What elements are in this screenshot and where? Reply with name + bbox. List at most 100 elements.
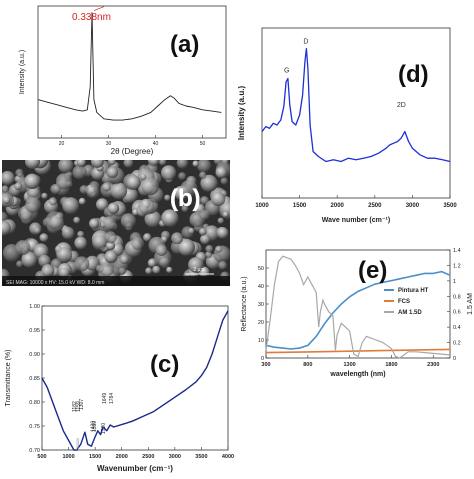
sem-particle: [41, 192, 48, 200]
raman-peak-label: 2D: [397, 102, 406, 109]
sem-particle: [48, 197, 58, 206]
y-tick-label: 1.00: [29, 304, 40, 310]
sem-footer-text: SEI MAG: 10000 x HV: 15.0 kV WD: 8.0 mm: [6, 280, 104, 286]
reflectance-y2-axis-label: 1.5 AM: [467, 293, 474, 315]
sem-particle: [41, 264, 55, 278]
sem-particle: [77, 230, 85, 238]
sem-particle: [2, 220, 11, 236]
peak-label: 1649: [102, 393, 108, 404]
sem-grains: [2, 160, 230, 285]
x-tick-label: 1800: [385, 362, 397, 368]
sem-particle: [104, 231, 117, 244]
sem-particle: [119, 255, 129, 265]
x-tick-label: 3500: [443, 203, 457, 209]
sem-particle: [140, 173, 147, 180]
sem-particle: [123, 160, 134, 168]
x-tick-label: 1000: [62, 454, 74, 460]
sem-particle: [99, 262, 114, 277]
sem-particle: [161, 165, 177, 181]
y2-tick-label: 1: [453, 279, 456, 285]
sem-particle: [21, 251, 37, 268]
sem-particle: [188, 227, 195, 235]
sem-particle: [158, 160, 167, 166]
sem-particle: [2, 185, 9, 193]
sem-particle: [15, 168, 24, 177]
sem-particle: [155, 244, 168, 256]
sem-particle: [2, 196, 11, 205]
sem-particle: [104, 250, 118, 264]
sem-particle: [33, 243, 49, 259]
legend-label: FCS: [398, 299, 410, 305]
series-line: [37, 12, 222, 121]
x-tick-label: 50: [200, 141, 206, 147]
sem-particle: [110, 182, 128, 200]
sem-particle: [178, 172, 187, 181]
series-line: [41, 310, 229, 451]
panel-b-letter: (b): [170, 185, 201, 212]
sem-particle: [199, 227, 207, 236]
sem-particle: [74, 256, 90, 272]
sem-particle: [143, 233, 152, 242]
panel-b: SEI MAG: 10000 x HV: 15.0 kV WD: 8.0 mm …: [2, 160, 230, 286]
xrd-peak-label: 0.338nm: [72, 12, 111, 23]
sem-scale-label: 2 μm: [193, 267, 204, 273]
panel-e-letter: (e): [358, 257, 387, 284]
y-tick-label: 0: [261, 356, 264, 362]
sem-particle: [102, 216, 117, 231]
ftir-y-axis-label: Transmittance (%): [5, 350, 12, 407]
y-tick-label: 0.75: [29, 424, 40, 430]
reflectance-x-axis-label: wavelength (nm): [329, 371, 385, 378]
x-tick-label: 20: [59, 141, 65, 147]
raman-y-axis-label: Intensity (a.u.): [237, 86, 246, 141]
sem-particle: [205, 251, 213, 258]
sem-particle: [73, 216, 81, 224]
reflectance-y-axis-label: Reflectance (a.u.): [241, 276, 248, 331]
raman-peak-label: D: [303, 39, 308, 46]
sem-particle: [181, 205, 189, 213]
x-tick-label: 30: [106, 141, 112, 147]
sem-particle: [144, 210, 162, 228]
sem-particle: [74, 236, 88, 250]
x-tick-label: 800: [303, 362, 312, 368]
sem-particle: [199, 171, 207, 179]
pintura-ht-line: [265, 270, 451, 350]
y2-tick-label: 1.2: [453, 263, 461, 269]
y-tick-label: 10: [258, 338, 264, 344]
sem-particle: [216, 227, 229, 239]
panel-c-letter: (c): [150, 351, 179, 378]
y-tick-label: 50: [258, 266, 264, 272]
reflectance-legend: Pintura HT FCS AM 1.5D: [384, 288, 429, 316]
sem-particle: [39, 233, 49, 243]
xrd-y-axis-label: Intensity (a.u.): [19, 50, 26, 94]
panel-c-frame: [41, 305, 229, 451]
peak-label: 1430: [90, 421, 96, 432]
sem-particle: [192, 160, 199, 167]
sem-particle: [178, 238, 195, 256]
sem-particle: [215, 166, 228, 179]
sem-particle: [131, 237, 145, 250]
y-tick-label: 0.70: [29, 448, 40, 454]
sem-particle: [197, 160, 212, 173]
x-tick-label: 2300: [427, 362, 439, 368]
xrd-x-axis-label: 2θ (Degree): [111, 147, 154, 156]
y2-tick-label: 0: [453, 356, 456, 362]
legend-label: AM 1.5D: [398, 310, 422, 316]
sem-particle: [199, 209, 210, 221]
peak-label: 1550: [92, 421, 98, 432]
peak-label: 1159: [76, 401, 82, 412]
sem-particle: [147, 160, 160, 167]
y2-tick-label: 1.4: [453, 248, 461, 254]
sem-particle: [16, 260, 24, 268]
sem-particle: [107, 160, 116, 166]
y2-tick-label: 0.2: [453, 341, 461, 347]
y-tick-label: 30: [258, 302, 264, 308]
sem-particle: [15, 240, 31, 256]
reflectance-plot: 300 800 1300 1800 2300 0 10 20 30 40 50 0 0.2 0.4 0.6 0…: [258, 248, 461, 368]
x-tick-label: 4000: [222, 454, 234, 460]
sem-particle: [220, 177, 228, 185]
sem-particle: [38, 254, 51, 268]
series-line: [261, 47, 451, 163]
x-tick-label: 1500: [89, 454, 101, 460]
sem-particle: [138, 198, 155, 215]
